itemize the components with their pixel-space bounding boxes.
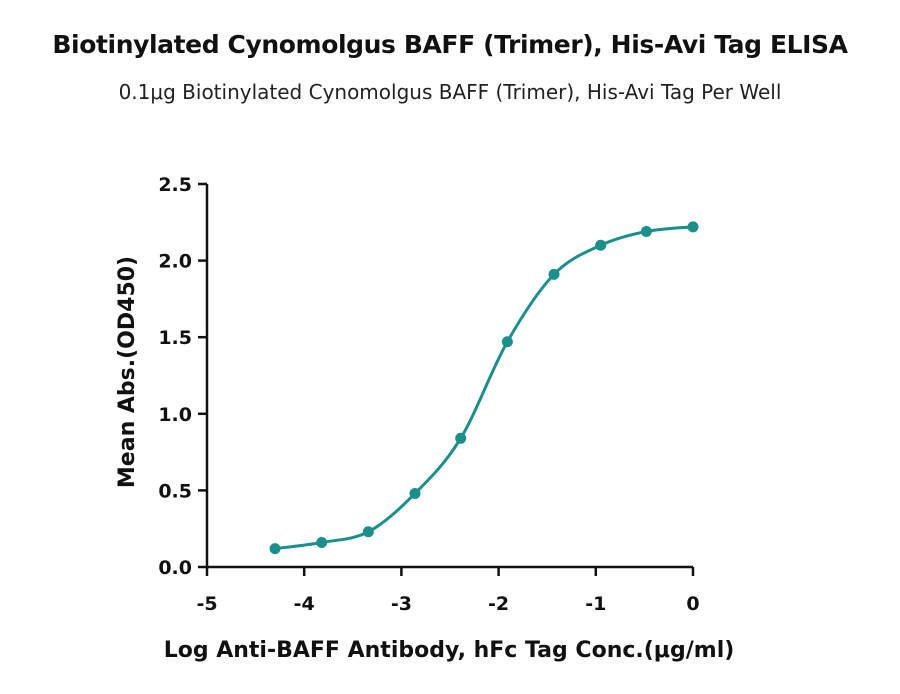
y-tick-label: 0.0	[158, 557, 192, 579]
y-tick-label: 2.5	[158, 174, 192, 196]
x-tick-label: -1	[585, 593, 606, 615]
y-tick-label: 1.0	[158, 404, 192, 426]
x-tick-label: 0	[686, 593, 699, 615]
x-tick-label: -2	[488, 593, 509, 615]
y-tick-label: 2.0	[158, 251, 192, 273]
data-point	[269, 543, 281, 555]
data-point	[455, 432, 467, 444]
data-point	[316, 536, 328, 548]
data-point	[362, 526, 374, 538]
data-point	[687, 221, 699, 233]
chart-title: Biotinylated Cynomolgus BAFF (Trimer), H…	[52, 30, 848, 59]
data-point	[595, 239, 607, 251]
fit-curve	[274, 225, 694, 551]
x-tick-label: -4	[294, 593, 315, 615]
x-tick-label: -3	[391, 593, 412, 615]
y-tick-label: 1.5	[158, 327, 192, 349]
data-point	[409, 487, 421, 499]
data-points-layer	[269, 221, 699, 555]
y-axis-title: Mean Abs.(OD450)	[115, 256, 140, 488]
data-point	[640, 225, 652, 237]
x-axis-title: Log Anti-BAFF Antibody, hFc Tag Conc.(μg…	[164, 638, 735, 663]
chart-subtitle: 0.1μg Biotinylated Cynomolgus BAFF (Trim…	[118, 80, 782, 104]
chart-axes: 0.0 0.5 1.0 1.5 2.0 2.5 -5 -4 -3 -2 -1 0	[158, 174, 699, 615]
fit-curve-layer	[274, 225, 694, 551]
x-tick-label: -5	[196, 593, 217, 615]
y-tick-label: 0.5	[158, 480, 192, 502]
data-point	[501, 336, 513, 348]
data-point	[548, 268, 560, 280]
